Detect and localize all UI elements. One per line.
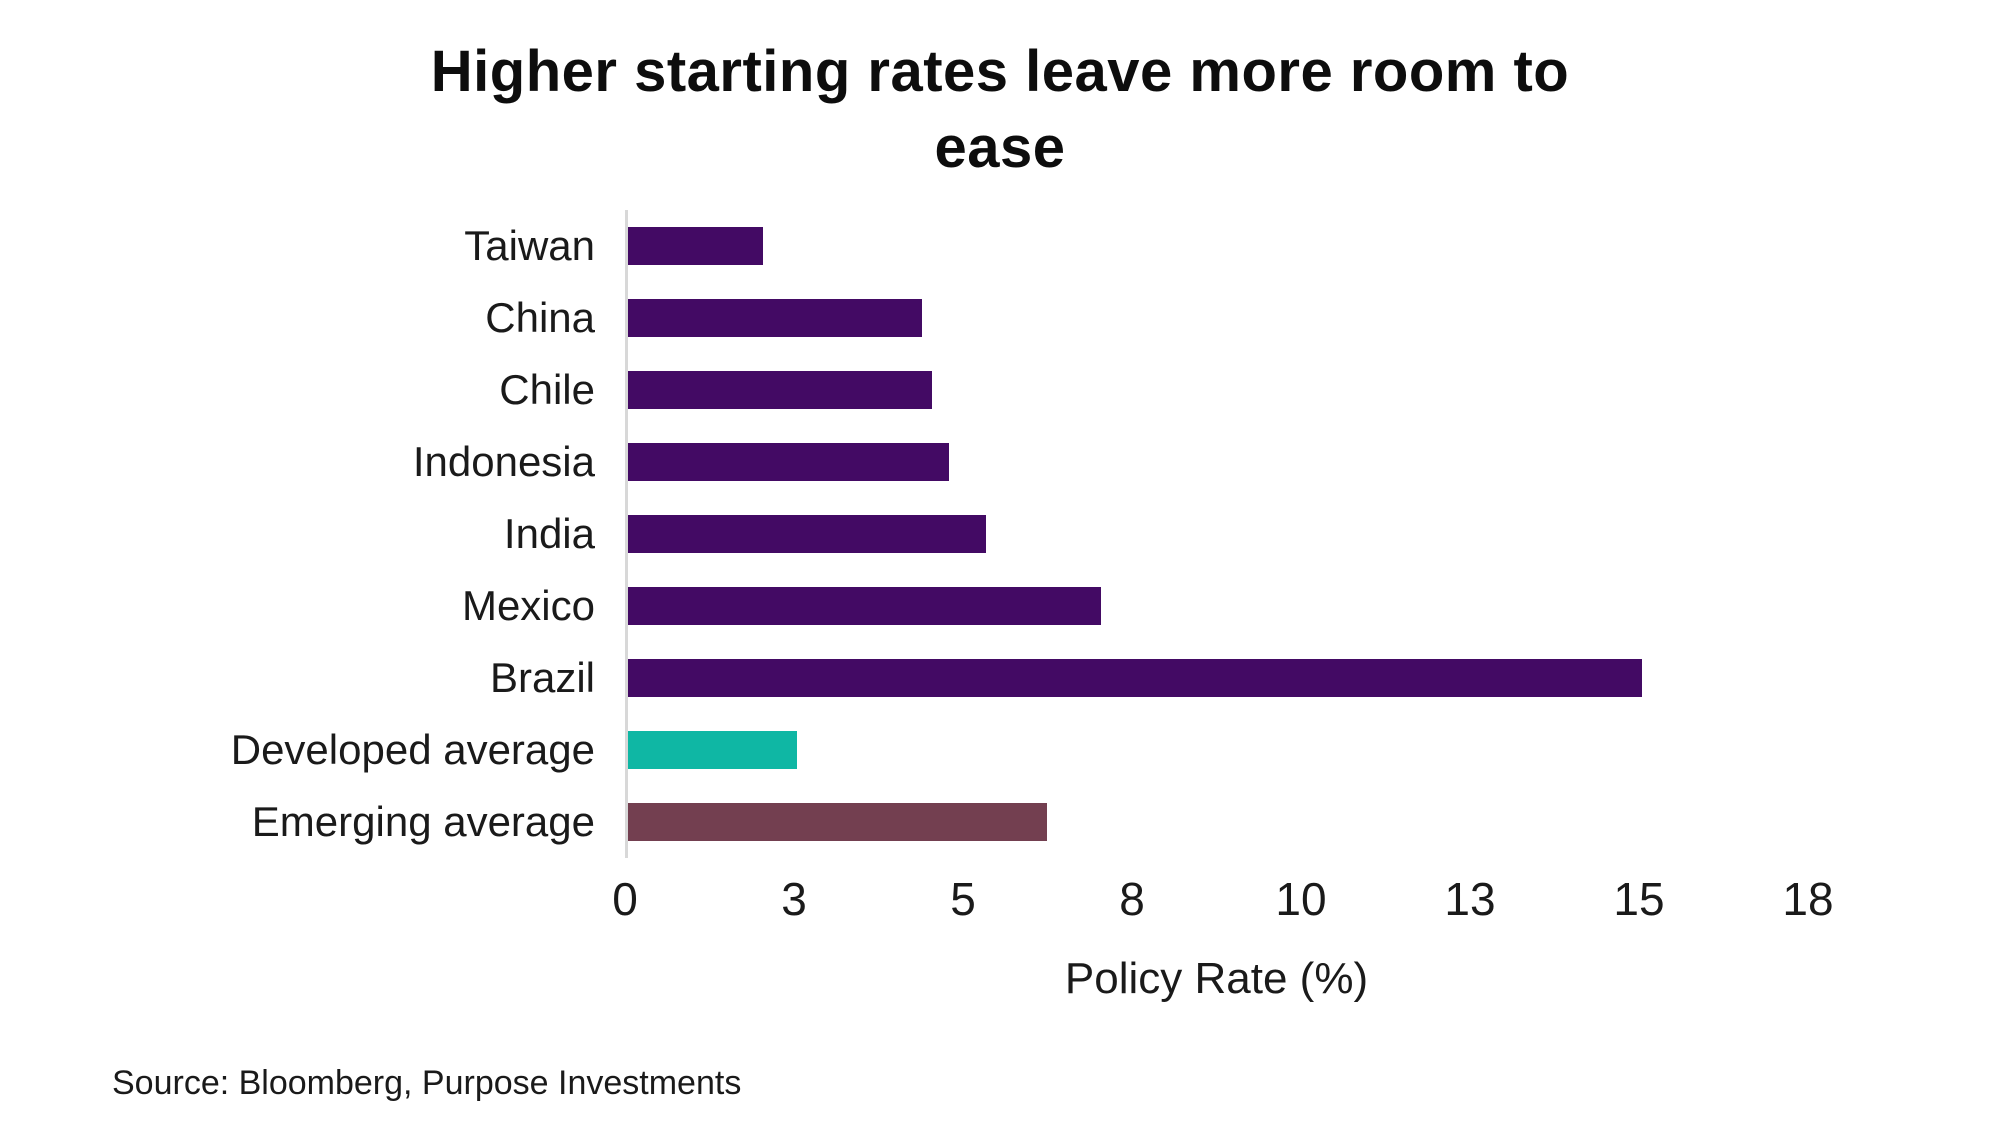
chart-title-line-2: ease (934, 115, 1066, 180)
bar-emerging-average (628, 803, 1048, 841)
category-label: Mexico (461, 582, 595, 629)
category-label: China (485, 294, 595, 341)
bar-row: Indonesia (25, 426, 2000, 498)
bar-row: Chile (25, 354, 2000, 426)
x-tick-label: 18 (1782, 873, 1834, 925)
category-label: India (503, 510, 595, 557)
category-label: Indonesia (412, 438, 595, 485)
x-tick-label: 0 (612, 873, 638, 925)
bar-track (625, 210, 1811, 282)
x-tick-label: 13 (1444, 873, 1496, 925)
category-label: Brazil (489, 654, 595, 701)
category-label: Chile (499, 366, 595, 413)
bar-row: China (25, 282, 2000, 354)
chart-title-line-1: Higher starting rates leave more room to (430, 39, 1570, 104)
bar-india (628, 515, 987, 553)
bar-row: India (25, 498, 2000, 570)
bar-track (625, 714, 1811, 786)
bar-china (628, 299, 923, 337)
bar-brazil (628, 659, 1642, 697)
x-axis-label-row: Policy Rate (%) (0, 954, 2000, 1004)
bar-taiwan (628, 227, 764, 265)
bar-mexico (628, 587, 1102, 625)
bar-developed-average (628, 731, 797, 769)
bar-track (625, 426, 1811, 498)
category-label: Developed average (230, 726, 595, 773)
bar-chart: Taiwan China Chile Indonesia India Mexico Braz… (0, 210, 2000, 858)
source-note: Source: Bloomberg, Purpose Investments (112, 1064, 742, 1102)
x-axis-ticks: 0 3 5 8 10 13 15 18 (612, 872, 1833, 932)
bar-track (625, 498, 1811, 570)
x-axis-title: Policy Rate (%) (1064, 954, 1369, 1003)
bar-track (625, 354, 1811, 426)
chart-title: Higher starting rates leave more room to… (0, 0, 2000, 186)
bar-indonesia (628, 443, 950, 481)
bar-track (625, 786, 1811, 858)
x-tick-label: 3 (781, 873, 807, 925)
bar-track (625, 642, 1811, 714)
bar-row: Developed average (25, 714, 2000, 786)
bar-chile (628, 371, 933, 409)
category-label: Taiwan (464, 222, 595, 269)
bar-track (625, 570, 1811, 642)
x-tick-label: 10 (1275, 873, 1327, 925)
category-label: Emerging average (251, 798, 595, 845)
x-tick-label: 5 (950, 873, 976, 925)
bar-track (625, 282, 1811, 354)
bar-row: Taiwan (25, 210, 2000, 282)
bar-row: Emerging average (25, 786, 2000, 858)
bar-row: Mexico (25, 570, 2000, 642)
x-tick-label: 8 (1119, 873, 1145, 925)
bar-row: Brazil (25, 642, 2000, 714)
x-tick-label: 15 (1613, 873, 1665, 925)
x-axis-spacer (25, 872, 625, 932)
x-axis: 0 3 5 8 10 13 15 18 (0, 872, 2000, 932)
